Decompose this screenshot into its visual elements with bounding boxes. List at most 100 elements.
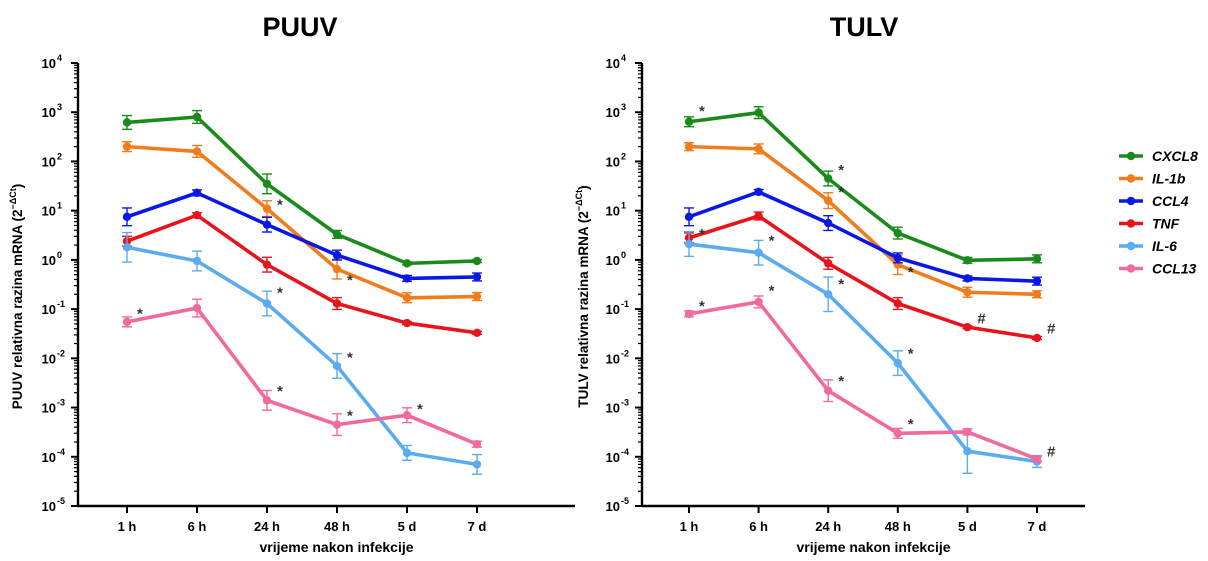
data-point xyxy=(192,256,202,266)
data-point xyxy=(192,188,202,198)
x-tick-label: 48 h xyxy=(324,519,350,534)
y-tick-label: 10 xyxy=(42,253,56,268)
series-line xyxy=(688,214,1038,340)
significance-star: * xyxy=(908,346,914,363)
legend-item-il-6: IL-6 xyxy=(1119,238,1177,254)
y-tick-exponent: -2 xyxy=(621,348,629,358)
significance-star: * xyxy=(347,408,353,425)
significance-star: * xyxy=(699,226,705,243)
data-point xyxy=(893,358,902,368)
data-point xyxy=(963,274,972,283)
data-point xyxy=(1032,454,1042,464)
series-il-6 xyxy=(684,231,1042,475)
data-point xyxy=(684,309,694,319)
series-line xyxy=(126,306,478,446)
y-axis-label: TULV relativna razina mRNA (2−ΔCt) xyxy=(574,185,591,407)
x-tick-label: 24 h xyxy=(815,519,841,534)
y-tick-exponent: 2 xyxy=(57,151,62,161)
data-point xyxy=(684,212,694,222)
data-point xyxy=(472,256,482,266)
significance-star: * xyxy=(699,103,705,120)
series-ccl4 xyxy=(684,187,1042,286)
significance-star: * xyxy=(699,298,705,315)
significance-hash: # xyxy=(1047,321,1056,338)
significance-star: * xyxy=(277,284,283,301)
data-point xyxy=(122,212,132,222)
x-tick-label: 7 d xyxy=(468,519,487,534)
data-point xyxy=(472,460,482,469)
data-point xyxy=(824,218,833,228)
significance-star: * xyxy=(137,306,143,323)
significance-star: * xyxy=(769,283,775,300)
series-line xyxy=(688,110,1038,263)
series-line xyxy=(688,300,1038,461)
series-line xyxy=(126,245,478,467)
data-point xyxy=(332,230,342,239)
legend-marker xyxy=(1126,219,1136,228)
data-point xyxy=(262,179,272,189)
data-point xyxy=(262,396,272,405)
y-tick-exponent: -1 xyxy=(57,299,65,309)
y-tick-label: 10 xyxy=(42,154,56,169)
data-point xyxy=(402,448,412,458)
y-tick-label: 10 xyxy=(606,105,620,120)
y-tick-label: 10 xyxy=(606,302,620,317)
y-tick-label: 10 xyxy=(42,105,56,120)
legend-label: CCL13 xyxy=(1152,261,1197,277)
data-point xyxy=(192,112,202,122)
significance-star: * xyxy=(417,401,423,418)
significance-star: * xyxy=(838,373,844,390)
y-tick-exponent: 4 xyxy=(57,53,62,63)
y-tick-exponent: -5 xyxy=(621,496,629,506)
significance-star: * xyxy=(838,276,844,293)
data-point xyxy=(262,299,272,308)
significance-star: * xyxy=(277,196,283,213)
y-tick-exponent: -2 xyxy=(57,348,65,358)
series-cxcl8 xyxy=(684,106,1042,265)
series-il-1b xyxy=(684,141,1042,299)
significance-star: * xyxy=(769,232,775,249)
data-point xyxy=(472,272,482,282)
legend-item-ccl4: CCL4 xyxy=(1119,193,1189,209)
data-point xyxy=(893,253,902,263)
y-tick-exponent: 1 xyxy=(621,201,626,211)
data-point xyxy=(332,299,342,308)
data-point xyxy=(963,288,972,297)
series-cxcl8 xyxy=(122,109,482,268)
legend-item-ccl13: CCL13 xyxy=(1119,261,1197,277)
y-tick-exponent: 3 xyxy=(57,102,62,112)
y-tick-label: 10 xyxy=(42,302,56,317)
legend-label: CCL4 xyxy=(1152,193,1189,209)
data-point xyxy=(402,293,412,302)
y-tick-label: 10 xyxy=(606,204,620,219)
data-point xyxy=(332,420,342,429)
data-point xyxy=(754,108,763,117)
y-tick-label: 10 xyxy=(606,499,620,514)
data-point xyxy=(472,328,482,338)
y-tick-label: 10 xyxy=(42,401,56,416)
series-line xyxy=(126,115,478,266)
data-point xyxy=(1032,333,1042,343)
data-point xyxy=(963,427,972,437)
y-tick-label: 10 xyxy=(606,351,620,366)
y-tick-label: 10 xyxy=(606,450,620,465)
data-point xyxy=(1032,290,1042,299)
data-point xyxy=(754,297,763,307)
significance-star: * xyxy=(347,272,353,289)
data-point xyxy=(684,239,694,249)
x-tick-label: 48 h xyxy=(885,519,911,534)
data-point xyxy=(824,174,833,183)
series-tnf xyxy=(684,211,1042,343)
data-point xyxy=(1032,276,1042,286)
y-tick-label: 10 xyxy=(606,401,620,416)
legend-marker xyxy=(1126,241,1136,251)
y-tick-exponent: 0 xyxy=(621,250,626,260)
data-point xyxy=(684,142,694,151)
x-axis-label: vrijeme nakon infekcije xyxy=(796,539,950,555)
legend-label: TNF xyxy=(1152,216,1180,232)
x-tick-label: 6 h xyxy=(188,519,207,534)
x-tick-label: 6 h xyxy=(749,519,768,534)
y-tick-label: 10 xyxy=(42,450,56,465)
